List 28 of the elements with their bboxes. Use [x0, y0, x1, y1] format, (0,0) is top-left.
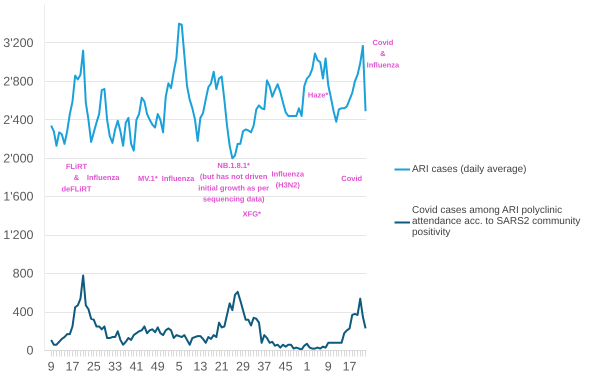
y-tick-label: 3'200	[3, 36, 34, 50]
x-tick-label: 29	[236, 360, 250, 374]
x-tick-label: 5	[176, 360, 183, 374]
legend-label: ARI cases (daily average)	[412, 163, 526, 175]
x-tick-label: 9	[324, 360, 332, 374]
y-tick-label: 2'800	[3, 74, 34, 88]
y-tick-label: 800	[12, 266, 34, 281]
x-tick-label: 37	[257, 360, 272, 374]
x-tick-label: 49	[150, 360, 165, 374]
x-tick-label: 45	[278, 360, 293, 374]
x-tick-label: 13	[193, 360, 208, 374]
y-tick-label: 400	[12, 305, 34, 320]
legend-label: Covid cases among ARI polyclinic attendance acc. to SARS2 community positivity	[412, 205, 580, 238]
y-tick-label: 2'000	[3, 151, 34, 166]
y-tick-label: 1'200	[3, 228, 34, 242]
x-tick-label: 21	[214, 360, 229, 374]
line-series	[50, 22, 367, 160]
y-tick-label: 2'400	[3, 112, 34, 127]
x-tick-label: 41	[129, 360, 144, 374]
x-tick-label: 33	[108, 360, 122, 374]
x-tick-label: 17	[66, 360, 80, 374]
x-tick-label: 9	[48, 360, 55, 374]
x-tick-label: 17	[342, 360, 357, 374]
x-tick-label: 1	[303, 360, 310, 374]
y-tick-label: 1'600	[3, 190, 34, 204]
line-series	[50, 274, 367, 350]
x-tick-label: 25	[86, 360, 101, 374]
y-tick-label: 0	[26, 344, 34, 358]
